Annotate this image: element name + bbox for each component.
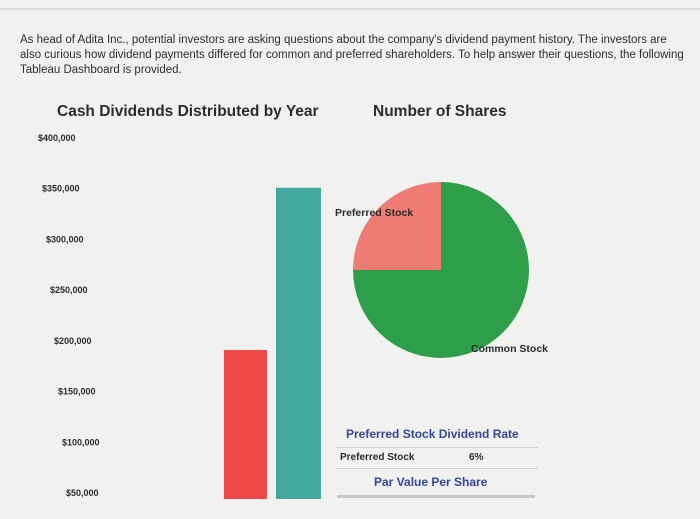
y-tick-label: $300,000 <box>46 234 84 244</box>
intro-paragraph: As head of Adita Inc., potential investo… <box>20 34 684 76</box>
y-tick-label: $150,000 <box>58 387 96 397</box>
dividend-rate-label: Preferred Stock <box>340 452 415 463</box>
pie-label-preferred: Preferred Stock <box>335 207 414 219</box>
pie-slice-preferred <box>353 182 441 270</box>
pie-chart <box>353 182 529 358</box>
dividend-rate-title: Preferred Stock Dividend Rate <box>346 427 519 441</box>
bar-chart: $400,000 $350,000 $300,000 $250,000 $200,000… <box>38 133 321 499</box>
bar-chart-title: Cash Dividends Distributed by Year <box>57 103 319 120</box>
par-value-underline <box>337 495 535 498</box>
dividend-rate-value: 6% <box>469 452 484 463</box>
dividend-rate-row: Preferred Stock 6% <box>336 447 538 469</box>
y-tick-label: $250,000 <box>50 285 88 295</box>
y-tick-label: $400,000 <box>38 133 76 143</box>
y-tick-label: $50,000 <box>66 488 99 498</box>
bar-preferred <box>224 350 267 499</box>
pie-label-common: Common Stock <box>471 343 549 355</box>
y-tick-label: $100,000 <box>62 437 100 447</box>
bar-common <box>276 187 321 499</box>
top-divider <box>0 8 700 10</box>
y-tick-label: $200,000 <box>54 336 92 346</box>
pie-chart-title: Number of Shares <box>373 103 507 120</box>
par-value-title: Par Value Per Share <box>374 475 488 489</box>
y-tick-label: $350,000 <box>42 184 80 194</box>
pie-slice-common <box>353 182 529 358</box>
